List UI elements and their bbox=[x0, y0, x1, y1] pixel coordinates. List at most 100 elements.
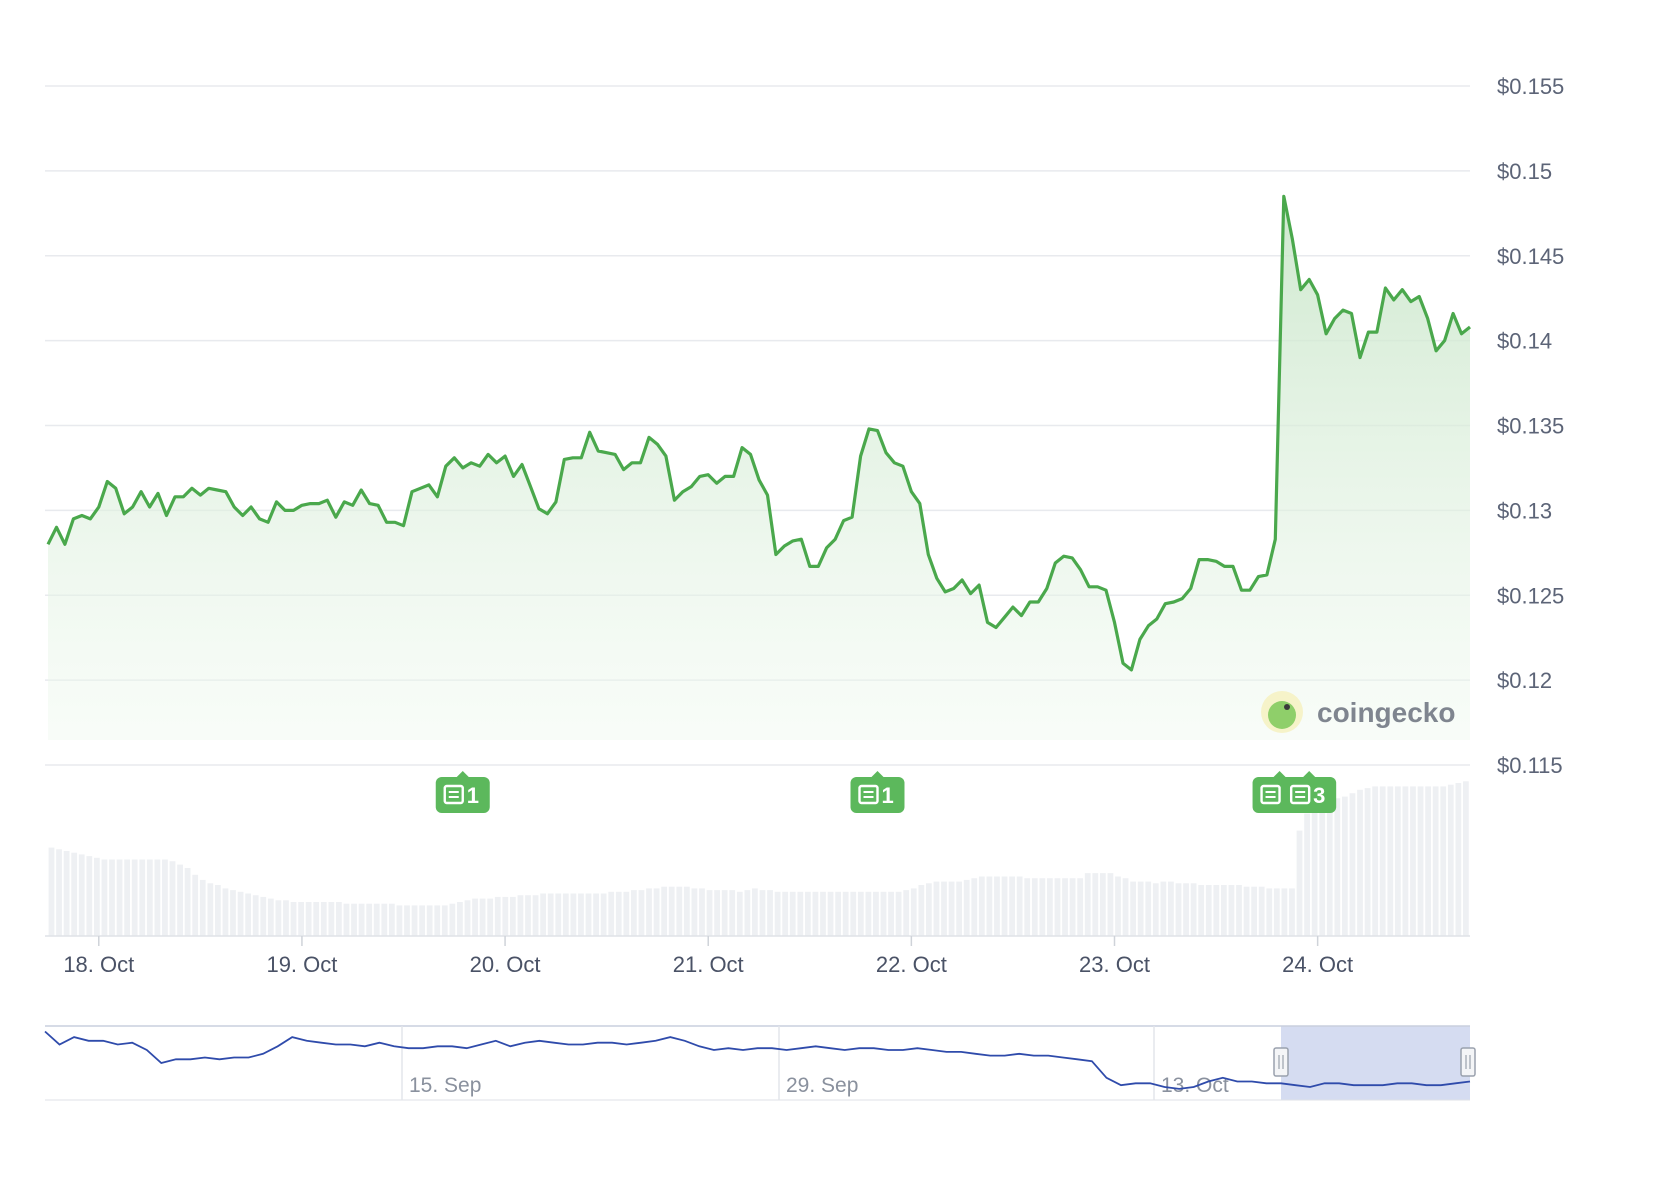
gecko-head bbox=[1268, 701, 1296, 729]
volume-bar bbox=[1115, 876, 1121, 936]
volume-bar bbox=[804, 891, 811, 936]
volume-bar bbox=[313, 902, 320, 936]
volume-bar bbox=[366, 903, 373, 936]
news-count: 1 bbox=[467, 783, 479, 808]
volume-bar bbox=[1198, 885, 1205, 936]
volume-bar bbox=[1084, 873, 1091, 936]
volume-bar bbox=[941, 881, 947, 936]
volume-bar bbox=[646, 888, 652, 936]
volume-bar bbox=[1062, 878, 1068, 936]
y-tick-label: $0.115 bbox=[1497, 753, 1563, 778]
navigator-line bbox=[44, 1030, 1471, 1090]
x-tick-label: 21. Oct bbox=[673, 952, 744, 977]
volume-bar bbox=[1122, 878, 1129, 936]
volume-bar bbox=[1266, 888, 1273, 936]
volume-bar bbox=[1432, 786, 1439, 936]
volume-bar bbox=[691, 888, 698, 936]
volume-bar bbox=[457, 902, 463, 936]
volume-bar bbox=[237, 891, 244, 936]
volume-bar bbox=[721, 890, 728, 936]
volume-bar bbox=[1357, 789, 1363, 936]
volume-bar bbox=[1296, 830, 1303, 936]
volume-bar bbox=[600, 893, 607, 936]
volume-bar bbox=[1039, 878, 1046, 936]
volume-bar bbox=[1160, 881, 1167, 936]
volume-bar bbox=[948, 881, 955, 936]
volume-bar bbox=[623, 891, 630, 936]
volume-bar bbox=[752, 888, 758, 936]
volume-bar bbox=[472, 898, 478, 936]
volume-bar bbox=[1099, 873, 1106, 936]
volume-bar bbox=[298, 902, 304, 936]
volume-bar bbox=[1107, 873, 1114, 936]
volume-bar bbox=[373, 903, 380, 936]
volume-bar bbox=[63, 851, 70, 936]
volume-bar bbox=[857, 891, 864, 936]
news-badge-pointer bbox=[456, 771, 469, 777]
volume-bar bbox=[1243, 886, 1250, 936]
y-tick-label: $0.15 bbox=[1497, 159, 1552, 184]
volume-bar bbox=[1016, 876, 1023, 936]
volume-bar bbox=[131, 859, 138, 936]
volume-bar bbox=[1236, 885, 1242, 936]
volume-bar bbox=[820, 891, 826, 936]
volume-bar bbox=[706, 890, 713, 936]
volume-bar bbox=[411, 905, 418, 936]
navigator-handle[interactable] bbox=[1273, 1047, 1289, 1077]
news-markers[interactable]: 1113 bbox=[435, 771, 1337, 813]
volume-bar bbox=[1281, 888, 1288, 936]
news-count: 3 bbox=[1313, 783, 1325, 808]
volume-bar bbox=[963, 879, 970, 936]
y-tick-label: $0.135 bbox=[1497, 414, 1564, 439]
brand-name: coingecko bbox=[1317, 697, 1455, 728]
volume-bar bbox=[124, 859, 131, 936]
news-badge[interactable]: 3 bbox=[1282, 771, 1337, 813]
y-tick-label: $0.145 bbox=[1497, 244, 1564, 269]
y-axis: $0.115 $0.12 $0.125 $0.13 $0.135 $0.14 $0.145 $… bbox=[1497, 74, 1564, 778]
volume-bar bbox=[1455, 783, 1462, 936]
volume-bar bbox=[1077, 878, 1084, 936]
volume-bar bbox=[184, 868, 191, 936]
volume-bar bbox=[1145, 881, 1152, 936]
news-badge[interactable]: 1 bbox=[435, 771, 490, 813]
newspaper-icon bbox=[443, 784, 464, 805]
volume-bar bbox=[1364, 788, 1371, 936]
news-badge[interactable]: 1 bbox=[850, 771, 905, 813]
volume-bar bbox=[222, 888, 229, 936]
volume-bar bbox=[1417, 786, 1424, 936]
volume-bar bbox=[532, 895, 539, 936]
volume-bar bbox=[699, 888, 705, 936]
volume-bar bbox=[1175, 883, 1182, 936]
volume-bar bbox=[1326, 800, 1333, 936]
gecko-eye bbox=[1284, 704, 1290, 710]
volume-bar bbox=[555, 893, 562, 936]
volume-bar bbox=[434, 905, 441, 936]
volume-bar bbox=[381, 903, 388, 936]
y-tick-label: $0.12 bbox=[1497, 668, 1552, 693]
volume-bar bbox=[1054, 878, 1061, 936]
volume-bar bbox=[812, 891, 819, 936]
volume-bars bbox=[45, 781, 1470, 937]
volume-bar bbox=[661, 886, 668, 936]
navigator-handle[interactable] bbox=[1460, 1047, 1476, 1077]
volume-bar bbox=[1319, 803, 1326, 936]
coingecko-logo: coingecko bbox=[1261, 691, 1455, 733]
volume-bar bbox=[162, 859, 168, 936]
volume-bar bbox=[873, 891, 879, 936]
news-badge-pointer bbox=[1303, 771, 1316, 777]
volume-bar bbox=[547, 893, 554, 936]
volume-bar bbox=[358, 903, 365, 936]
volume-bar bbox=[343, 903, 350, 936]
volume-bar bbox=[1001, 876, 1008, 936]
navigator[interactable]: 15. Sep 29. Sep 13. Oct bbox=[44, 1025, 1476, 1101]
volume-bar bbox=[910, 888, 917, 936]
x-tick-label: 22. Oct bbox=[876, 952, 947, 977]
volume-bar bbox=[290, 902, 297, 936]
volume-bar bbox=[1289, 888, 1295, 936]
volume-bar bbox=[154, 859, 161, 936]
volume-bar bbox=[146, 859, 153, 936]
volume-bar bbox=[994, 876, 1000, 936]
volume-bar bbox=[78, 854, 85, 936]
volume-bar bbox=[676, 886, 683, 936]
